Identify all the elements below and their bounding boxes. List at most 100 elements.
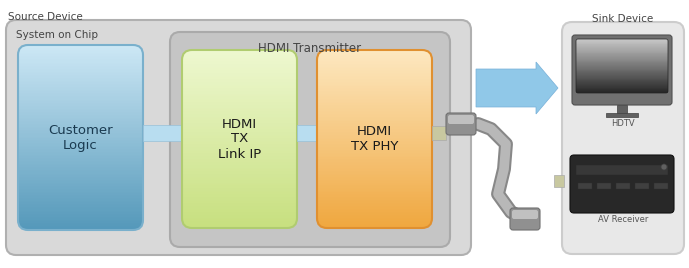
Bar — [182, 163, 297, 166]
Bar — [576, 62, 668, 64]
Bar — [182, 216, 297, 219]
Bar — [654, 183, 668, 189]
Bar — [18, 97, 143, 101]
Bar — [576, 81, 668, 83]
Bar — [576, 63, 668, 65]
Bar — [182, 136, 297, 140]
Bar — [317, 189, 432, 193]
Bar — [182, 169, 297, 172]
Bar — [576, 75, 668, 76]
Bar — [18, 184, 143, 187]
Bar — [576, 51, 668, 52]
Bar — [182, 118, 297, 122]
Bar — [576, 40, 668, 41]
Bar — [576, 84, 668, 85]
Bar — [576, 88, 668, 90]
Bar — [182, 148, 297, 151]
Bar — [182, 142, 297, 146]
Bar — [317, 169, 432, 172]
Bar — [18, 85, 143, 89]
Bar — [182, 204, 297, 208]
Bar — [317, 118, 432, 122]
FancyArrow shape — [476, 62, 558, 114]
Bar — [182, 95, 297, 98]
Bar — [18, 137, 143, 141]
Bar — [317, 59, 432, 62]
Bar — [576, 90, 668, 91]
Bar — [18, 190, 143, 193]
Bar — [576, 64, 668, 66]
Bar — [317, 213, 432, 217]
Bar — [317, 53, 432, 57]
Bar — [617, 105, 627, 113]
Bar — [578, 183, 592, 189]
Bar — [576, 45, 668, 47]
Bar — [182, 85, 297, 89]
Bar — [18, 110, 143, 113]
Bar — [182, 100, 297, 104]
Bar — [18, 94, 143, 98]
Bar — [606, 113, 638, 117]
Bar — [18, 100, 143, 104]
Text: HDTV: HDTV — [611, 119, 635, 128]
Bar — [18, 205, 143, 209]
Bar — [576, 53, 668, 54]
Bar — [182, 174, 297, 178]
Circle shape — [661, 164, 667, 170]
Bar — [317, 207, 432, 211]
Bar — [143, 125, 185, 141]
Bar — [182, 130, 297, 133]
Text: System on Chip: System on Chip — [16, 30, 98, 40]
FancyBboxPatch shape — [570, 155, 674, 213]
Bar — [317, 127, 432, 131]
Bar — [18, 91, 143, 95]
FancyBboxPatch shape — [18, 45, 143, 230]
Bar — [182, 59, 297, 62]
FancyBboxPatch shape — [562, 22, 684, 254]
Bar — [18, 131, 143, 135]
Bar — [317, 172, 432, 175]
Bar — [317, 62, 432, 65]
Bar — [182, 201, 297, 205]
Bar — [182, 103, 297, 107]
Bar — [18, 193, 143, 197]
Bar — [18, 196, 143, 200]
Bar — [18, 174, 143, 178]
Bar — [576, 53, 668, 55]
Bar — [317, 184, 432, 187]
Bar — [576, 83, 668, 84]
Bar — [182, 166, 297, 169]
Bar — [317, 77, 432, 80]
Bar — [182, 145, 297, 148]
FancyBboxPatch shape — [446, 113, 476, 135]
Bar — [18, 224, 143, 228]
FancyBboxPatch shape — [448, 115, 474, 124]
Bar — [576, 71, 668, 73]
Bar — [18, 51, 143, 55]
FancyBboxPatch shape — [6, 20, 471, 255]
Bar — [317, 181, 432, 184]
Bar — [18, 70, 143, 73]
Bar — [182, 184, 297, 187]
Bar — [317, 163, 432, 166]
Bar — [18, 116, 143, 120]
Bar — [576, 91, 668, 93]
Bar — [317, 157, 432, 160]
Bar — [317, 195, 432, 199]
Bar — [18, 125, 143, 129]
Bar — [576, 50, 668, 51]
Bar — [432, 126, 446, 140]
Bar — [317, 166, 432, 169]
Bar — [317, 219, 432, 222]
Bar — [18, 48, 143, 52]
Bar — [182, 80, 297, 83]
Bar — [616, 183, 630, 189]
Bar — [317, 83, 432, 86]
Bar — [576, 55, 668, 57]
Bar — [317, 130, 432, 133]
Bar — [18, 150, 143, 153]
Bar — [317, 136, 432, 140]
Bar — [182, 225, 297, 229]
Bar — [576, 70, 668, 71]
Bar — [18, 211, 143, 215]
